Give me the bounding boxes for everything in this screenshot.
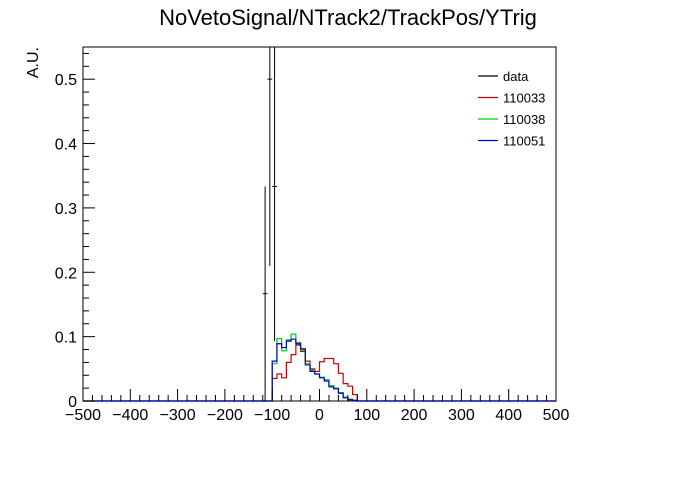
series-110033-histogram	[83, 344, 556, 402]
data-points	[262, 47, 277, 401]
x-tick-label: 100	[353, 407, 380, 424]
legend: data 110033 110038 110051	[478, 69, 545, 149]
plot-frame-box	[82, 46, 557, 402]
x-tick-label: 200	[401, 407, 428, 424]
chart-title: NoVetoSignal/NTrack2/TrackPos/YTrig	[159, 5, 537, 30]
x-tick-label: −200	[207, 407, 243, 424]
y-tick-label: 0.4	[55, 137, 77, 154]
legend-label-110051: 110051	[503, 134, 545, 149]
y-axis-label: A.U.	[25, 47, 42, 78]
series-110051-histogram	[83, 338, 556, 402]
legend-label-110038: 110038	[503, 112, 545, 127]
x-tick-label: 300	[448, 407, 475, 424]
y-axis: 0 0.1 0.2 0.3 0.4 0.5	[55, 52, 95, 411]
y-tick-label: 0.5	[55, 72, 77, 89]
x-tick-label: −500	[65, 407, 101, 424]
x-tick-label: 400	[495, 407, 522, 424]
x-tick-label: 500	[543, 407, 570, 424]
plot-frame	[82, 46, 557, 402]
legend-label-data: data	[503, 69, 529, 84]
y-tick-label: 0.1	[55, 330, 77, 347]
histogram-series	[83, 333, 556, 402]
x-tick-label: 0	[315, 407, 324, 424]
legend-label-110033: 110033	[503, 91, 545, 106]
y-tick-label: 0.3	[55, 201, 77, 218]
x-axis: −500 −400 −300 −200 −100 0 100 200 300 400 500	[65, 389, 569, 424]
x-tick-label: −400	[112, 407, 148, 424]
y-tick-label: 0.2	[55, 265, 77, 282]
y-tick-label: 0	[68, 394, 77, 411]
x-tick-label: −100	[254, 407, 290, 424]
x-tick-label: −300	[160, 407, 196, 424]
